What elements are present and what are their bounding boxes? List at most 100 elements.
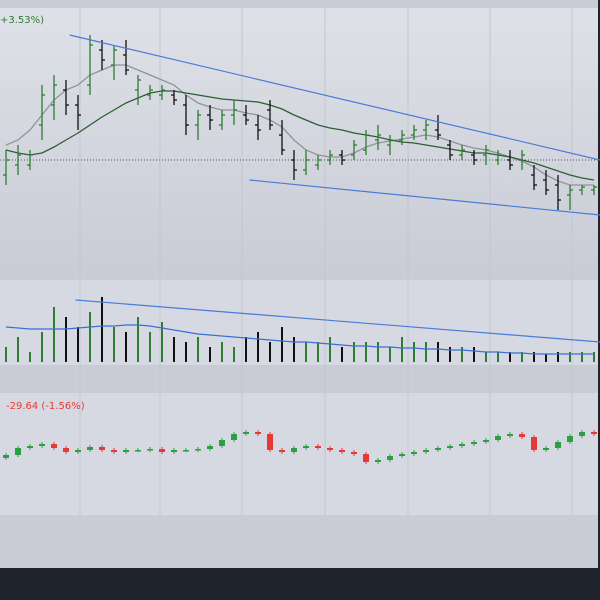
- volume-bar: [593, 352, 595, 362]
- trendline: [249, 179, 600, 216]
- candle-body: [27, 446, 33, 448]
- volume-pane: [0, 280, 598, 365]
- oscillator-pane: [0, 393, 598, 515]
- candle-body: [219, 440, 225, 446]
- volume-bar: [221, 342, 223, 362]
- candle-body: [459, 444, 465, 446]
- candle-body: [531, 437, 537, 450]
- candle-body: [159, 449, 165, 452]
- candle-body: [267, 434, 273, 450]
- volume-bar: [557, 352, 559, 362]
- volume-bar: [161, 322, 163, 362]
- candle-body: [483, 440, 489, 442]
- volume-bar: [29, 352, 31, 362]
- volume-bar: [149, 332, 151, 362]
- candle-body: [147, 449, 153, 451]
- candle-body: [255, 432, 261, 434]
- candle-body: [231, 434, 237, 440]
- candle-body: [207, 446, 213, 449]
- volume-bar: [461, 347, 463, 362]
- candle-body: [339, 450, 345, 452]
- candle-body: [507, 434, 513, 436]
- candle-body: [555, 442, 561, 448]
- volume-bar: [365, 342, 367, 362]
- candle-body: [279, 450, 285, 452]
- candle-body: [471, 442, 477, 444]
- candle-body: [99, 447, 105, 450]
- volume-bar: [329, 337, 331, 362]
- volume-average: [5, 324, 594, 355]
- volume-bar: [353, 342, 355, 362]
- volume-bar: [497, 352, 499, 362]
- volume-bar: [257, 332, 259, 362]
- candle-body: [591, 432, 597, 434]
- candle-body: [543, 448, 549, 450]
- volume-bar: [389, 347, 391, 362]
- candle-body: [135, 450, 141, 452]
- volume-bar: [581, 352, 583, 362]
- candle-body: [303, 446, 309, 448]
- volume-bar: [281, 327, 283, 362]
- candle-body: [63, 448, 69, 452]
- volume-bar: [173, 337, 175, 362]
- volume-bar: [413, 342, 415, 362]
- volume-bar: [293, 337, 295, 362]
- volume-bar: [509, 352, 511, 362]
- volume-bar: [317, 342, 319, 362]
- candle-body: [195, 449, 201, 451]
- change-label: -29.64 (-1.56%): [6, 401, 85, 412]
- price-pane: [0, 8, 598, 276]
- volume-bar: [77, 327, 79, 362]
- candle-body: [435, 448, 441, 450]
- volume-bar: [425, 342, 427, 362]
- volume-bar: [17, 337, 19, 362]
- volume-bar: [533, 352, 535, 362]
- candle-body: [495, 436, 501, 440]
- volume-bar: [341, 347, 343, 362]
- candle-body: [519, 434, 525, 437]
- trendline: [69, 34, 600, 161]
- volume-bar: [305, 342, 307, 362]
- candle-body: [171, 450, 177, 452]
- candle-body: [411, 452, 417, 454]
- volume-bar: [197, 337, 199, 362]
- volume-bar: [101, 297, 103, 362]
- candle-body: [579, 432, 585, 436]
- candle-body: [51, 444, 57, 448]
- volume-bar: [401, 337, 403, 362]
- volume-bar: [473, 347, 475, 362]
- volume-bar: [209, 347, 211, 362]
- candle-body: [243, 432, 249, 434]
- candle-body: [327, 448, 333, 450]
- candle-body: [87, 447, 93, 450]
- volume-bar: [53, 307, 55, 362]
- change-label: +3.53%): [0, 15, 44, 26]
- candle-body: [123, 450, 129, 452]
- volume-bar: [65, 317, 67, 362]
- moving-average: [5, 64, 594, 186]
- volume-bar: [125, 332, 127, 362]
- grid: [79, 8, 573, 515]
- candle-body: [399, 454, 405, 456]
- candle-body: [3, 455, 9, 458]
- candle-body: [183, 450, 189, 452]
- candle-body: [567, 436, 573, 442]
- volume-bar: [245, 337, 247, 362]
- volume-bar: [437, 342, 439, 362]
- volume-bar: [545, 354, 547, 362]
- volume-bar: [89, 312, 91, 362]
- candle-body: [351, 452, 357, 454]
- volume-bar: [449, 347, 451, 362]
- volume-bar: [569, 352, 571, 362]
- volume-bar: [113, 327, 115, 362]
- volume-bar: [521, 352, 523, 362]
- candle-body: [39, 444, 45, 446]
- volume-bar: [485, 352, 487, 362]
- volume-bar: [377, 342, 379, 362]
- volume-bar: [5, 347, 7, 362]
- volume-bar: [233, 347, 235, 362]
- candle-body: [315, 446, 321, 448]
- candle-body: [111, 450, 117, 452]
